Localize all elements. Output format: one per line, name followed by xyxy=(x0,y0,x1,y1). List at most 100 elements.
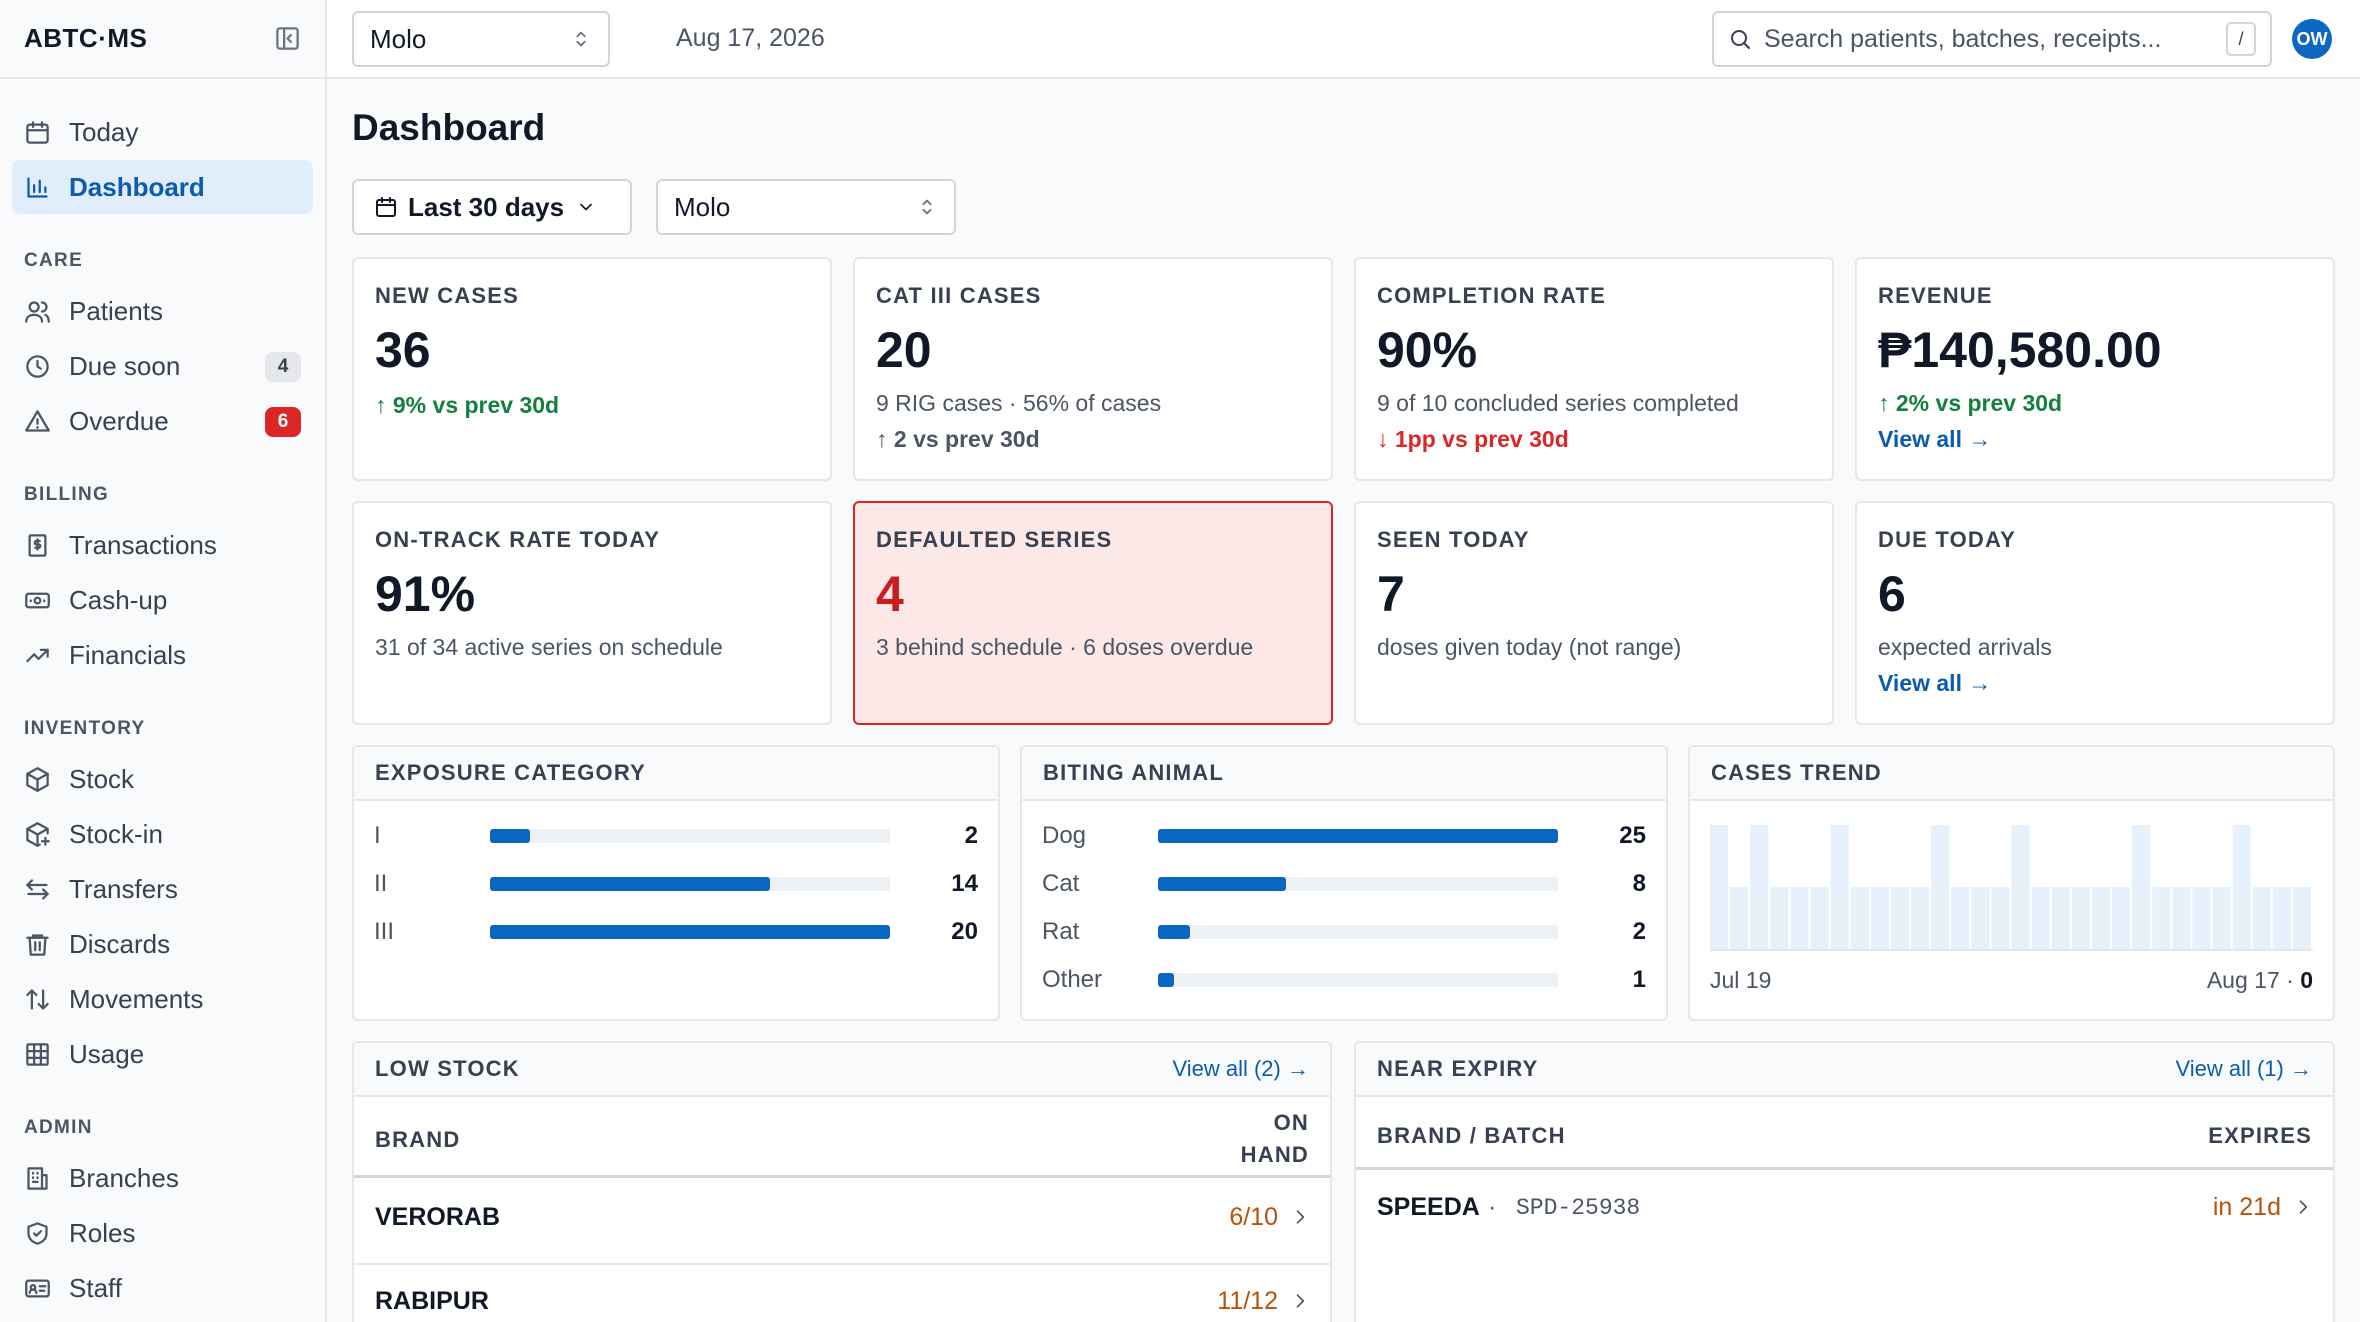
trend-bar xyxy=(1870,887,1889,949)
sidebar-section-billing: BILLING xyxy=(24,484,110,505)
kpi-subtext: 9 of 10 concluded series completed xyxy=(1377,390,1739,416)
bar-fill xyxy=(490,877,770,891)
sidebar-item-due-soon[interactable]: Due soon 4 xyxy=(12,339,313,393)
due-today-view-all-link[interactable]: View all → xyxy=(1878,670,1992,696)
sidebar-item-patients[interactable]: Patients xyxy=(12,284,313,338)
kpi-delta: ↑ 9% vs prev 30d xyxy=(375,392,560,418)
panel-title: EXPOSURE CATEGORY xyxy=(375,760,646,785)
bar-label: Rat xyxy=(1042,918,1080,945)
branch-filter-value: Molo xyxy=(674,191,731,222)
sidebar-item-label: Roles xyxy=(69,1217,136,1248)
trend-bar xyxy=(1810,887,1829,949)
kpi-subtext: 3 behind schedule · 6 doses overdue xyxy=(876,634,1254,660)
trend-bar xyxy=(2071,887,2090,949)
bar-track xyxy=(490,925,890,939)
bar-row: Dog 25 xyxy=(1042,821,1646,851)
sidebar-item-movements[interactable]: Movements xyxy=(12,972,313,1026)
bar-row: Cat 8 xyxy=(1042,869,1646,899)
sidebar-nav: Today Dashboard CARE Patients Due soon 4… xyxy=(0,79,325,1315)
kpi-delta: ↑ 2% vs prev 30d xyxy=(1878,390,2063,416)
kpi-subtext: 9 RIG cases · 56% of cases xyxy=(876,390,1162,416)
low-stock-panel: LOW STOCK View all (2) → BRAND ON HAND VE… xyxy=(352,1041,1332,1322)
search-input[interactable]: Search patients, batches, receipts... xyxy=(1764,24,2162,53)
sidebar-item-label: Today xyxy=(69,116,139,147)
near-expiry-view-all-link[interactable]: View all (1) → xyxy=(2175,1056,2312,1081)
kpi-subtext: doses given today (not range) xyxy=(1377,634,1682,660)
sidebar-item-discards[interactable]: Discards xyxy=(12,917,313,971)
trend-end-value: 0 xyxy=(2300,967,2313,993)
arrow-down-icon: ↓ xyxy=(1377,426,1395,452)
bar-row: III 20 xyxy=(374,917,978,947)
sidebar-item-roles[interactable]: Roles xyxy=(12,1206,313,1260)
row-batch: SPD-25938 xyxy=(1516,1195,1641,1221)
kpi-subtext: 31 of 34 active series on schedule xyxy=(375,634,723,660)
row-divider xyxy=(354,1263,1330,1265)
sidebar-item-dashboard[interactable]: Dashboard xyxy=(12,160,313,214)
sidebar-item-stock[interactable]: Stock xyxy=(12,752,313,806)
trend-bar xyxy=(2292,887,2311,949)
branch-filter[interactable]: Molo xyxy=(656,179,956,235)
sidebar-item-stock-in[interactable]: Stock-in xyxy=(12,807,313,861)
sidebar-item-branches[interactable]: Branches xyxy=(12,1151,313,1205)
global-search[interactable]: Search patients, batches, receipts... / xyxy=(1712,11,2272,67)
bar-track xyxy=(490,877,890,891)
bar-row: II 14 xyxy=(374,869,978,899)
bar-track xyxy=(1158,925,1558,939)
biting-animal-panel: BITING ANIMAL Dog 25 Cat 8 Rat 2 Other 1 xyxy=(1020,745,1668,1021)
search-icon xyxy=(1728,27,1764,51)
kpi-label: COMPLETION RATE xyxy=(1377,283,1607,308)
kpi-on-track-rate: ON-TRACK RATE TODAY 91% 31 of 34 active … xyxy=(352,501,832,725)
sidebar-header: ABTC·MS xyxy=(0,0,325,79)
bar-fill xyxy=(1158,925,1190,939)
sidebar-item-usage[interactable]: Usage xyxy=(12,1027,313,1081)
exposure-category-panel: EXPOSURE CATEGORY I 2 II 14 III 20 xyxy=(352,745,1000,1021)
sidebar-item-label: Transactions xyxy=(69,529,217,560)
kpi-label: REVENUE xyxy=(1878,283,1993,308)
sidebar-item-today[interactable]: Today xyxy=(12,105,313,159)
bar-track xyxy=(1158,877,1558,891)
trend-bar xyxy=(1790,887,1809,949)
search-shortcut-key: / xyxy=(2226,22,2256,56)
arrow-up-icon: ↑ xyxy=(375,392,393,418)
trend-bar xyxy=(1971,887,1990,949)
sidebar-item-overdue[interactable]: Overdue 6 xyxy=(12,394,313,448)
sidebar-item-label: Usage xyxy=(69,1038,145,1069)
branch-select-value: Molo xyxy=(370,23,427,54)
user-avatar[interactable]: OW xyxy=(2292,19,2332,59)
sidebar-item-label: Transfers xyxy=(69,873,178,904)
arrow-right-icon: → xyxy=(1961,670,1992,696)
branch-select[interactable]: Molo xyxy=(352,11,610,67)
bar-label: II xyxy=(374,870,388,897)
kpi-subtext: expected arrivals xyxy=(1878,634,2052,660)
low-stock-view-all-link[interactable]: View all (2) → xyxy=(1172,1056,1309,1081)
bar-value: 2 xyxy=(964,822,978,849)
kpi-due-today: DUE TODAY 6 expected arrivals View all → xyxy=(1855,501,2335,725)
row-on-hand: 11/12 xyxy=(1217,1287,1278,1315)
row-brand: SPEEDA xyxy=(1377,1193,1480,1221)
trend-bar xyxy=(1750,825,1769,949)
chevron-right-icon xyxy=(1290,1207,1310,1227)
bar-fill xyxy=(1158,877,1286,891)
kpi-defaulted-series: DEFAULTED SERIES 4 3 behind schedule · 6… xyxy=(853,501,1333,725)
panel-title: LOW STOCK xyxy=(375,1056,520,1081)
kpi-completion-rate: COMPLETION RATE 90% 9 of 10 concluded se… xyxy=(1354,257,1834,481)
sidebar-item-label: Movements xyxy=(69,983,204,1014)
sidebar-item-label: Overdue xyxy=(69,405,169,436)
kpi-seen-today: SEEN TODAY 7 doses given today (not rang… xyxy=(1354,501,1834,725)
kpi-delta: ↓ 1pp vs prev 30d xyxy=(1377,426,1569,452)
sidebar-item-transfers[interactable]: Transfers xyxy=(12,862,313,916)
receipt-icon xyxy=(24,532,69,559)
sidebar-item-staff[interactable]: Staff xyxy=(12,1261,313,1315)
sidebar-item-financials[interactable]: Financials xyxy=(12,628,313,682)
bar-row: Other 1 xyxy=(1042,965,1646,995)
app-brand: ABTC·MS xyxy=(24,23,148,53)
top-bar: Molo Aug 17, 2026 Search patients, batch… xyxy=(327,0,2360,79)
date-range-filter[interactable]: Last 30 days xyxy=(352,179,632,235)
sidebar-item-cash-up[interactable]: Cash-up xyxy=(12,573,313,627)
revenue-view-all-link[interactable]: View all → xyxy=(1878,426,1992,452)
kpi-value: 90% xyxy=(1377,322,1478,378)
header-divider xyxy=(354,1175,1330,1178)
sidebar-section-inventory: INVENTORY xyxy=(24,718,146,739)
collapse-sidebar-icon[interactable] xyxy=(274,25,301,52)
sidebar-item-transactions[interactable]: Transactions xyxy=(12,518,313,572)
